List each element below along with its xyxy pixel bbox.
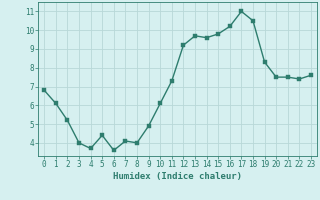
X-axis label: Humidex (Indice chaleur): Humidex (Indice chaleur) [113, 172, 242, 181]
